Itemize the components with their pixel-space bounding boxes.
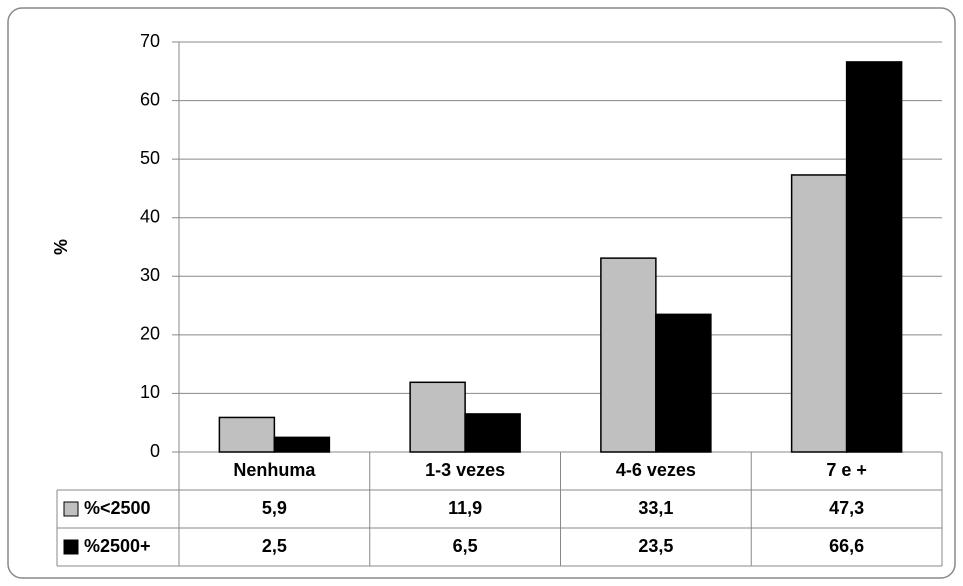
table-value: 66,6 <box>829 536 864 556</box>
y-tick-label: 30 <box>140 265 160 285</box>
category-label: Nenhuma <box>233 460 316 480</box>
y-tick-label: 10 <box>140 382 160 402</box>
bar <box>655 313 712 453</box>
legend-label: %<2500 <box>84 498 151 518</box>
bar <box>845 61 903 453</box>
bar <box>600 257 657 453</box>
bar <box>464 413 521 453</box>
category-label: 4-6 vezes <box>616 460 696 480</box>
bar <box>790 174 848 453</box>
y-tick-label: 60 <box>140 89 160 109</box>
category-label: 7 e + <box>826 460 867 480</box>
table-value: 5,9 <box>262 498 287 518</box>
table-value: 23,5 <box>638 536 673 556</box>
table-value: 33,1 <box>638 498 673 518</box>
legend-label: %2500+ <box>84 536 151 556</box>
table-value: 47,3 <box>829 498 864 518</box>
legend-key <box>63 501 79 517</box>
legend-key <box>63 539 79 555</box>
y-axis-label: % <box>51 239 71 255</box>
y-tick-label: 50 <box>140 148 160 168</box>
table-value: 2,5 <box>262 536 287 556</box>
y-tick-label: 70 <box>140 31 160 51</box>
y-tick-label: 0 <box>150 441 160 461</box>
bar <box>218 416 276 453</box>
y-tick-label: 40 <box>140 206 160 226</box>
bar <box>273 436 331 453</box>
bar <box>409 381 466 453</box>
table-value: 6,5 <box>453 536 478 556</box>
y-tick-label: 20 <box>140 324 160 344</box>
table-value: 11,9 <box>448 498 482 518</box>
category-label: 1-3 vezes <box>425 460 505 480</box>
